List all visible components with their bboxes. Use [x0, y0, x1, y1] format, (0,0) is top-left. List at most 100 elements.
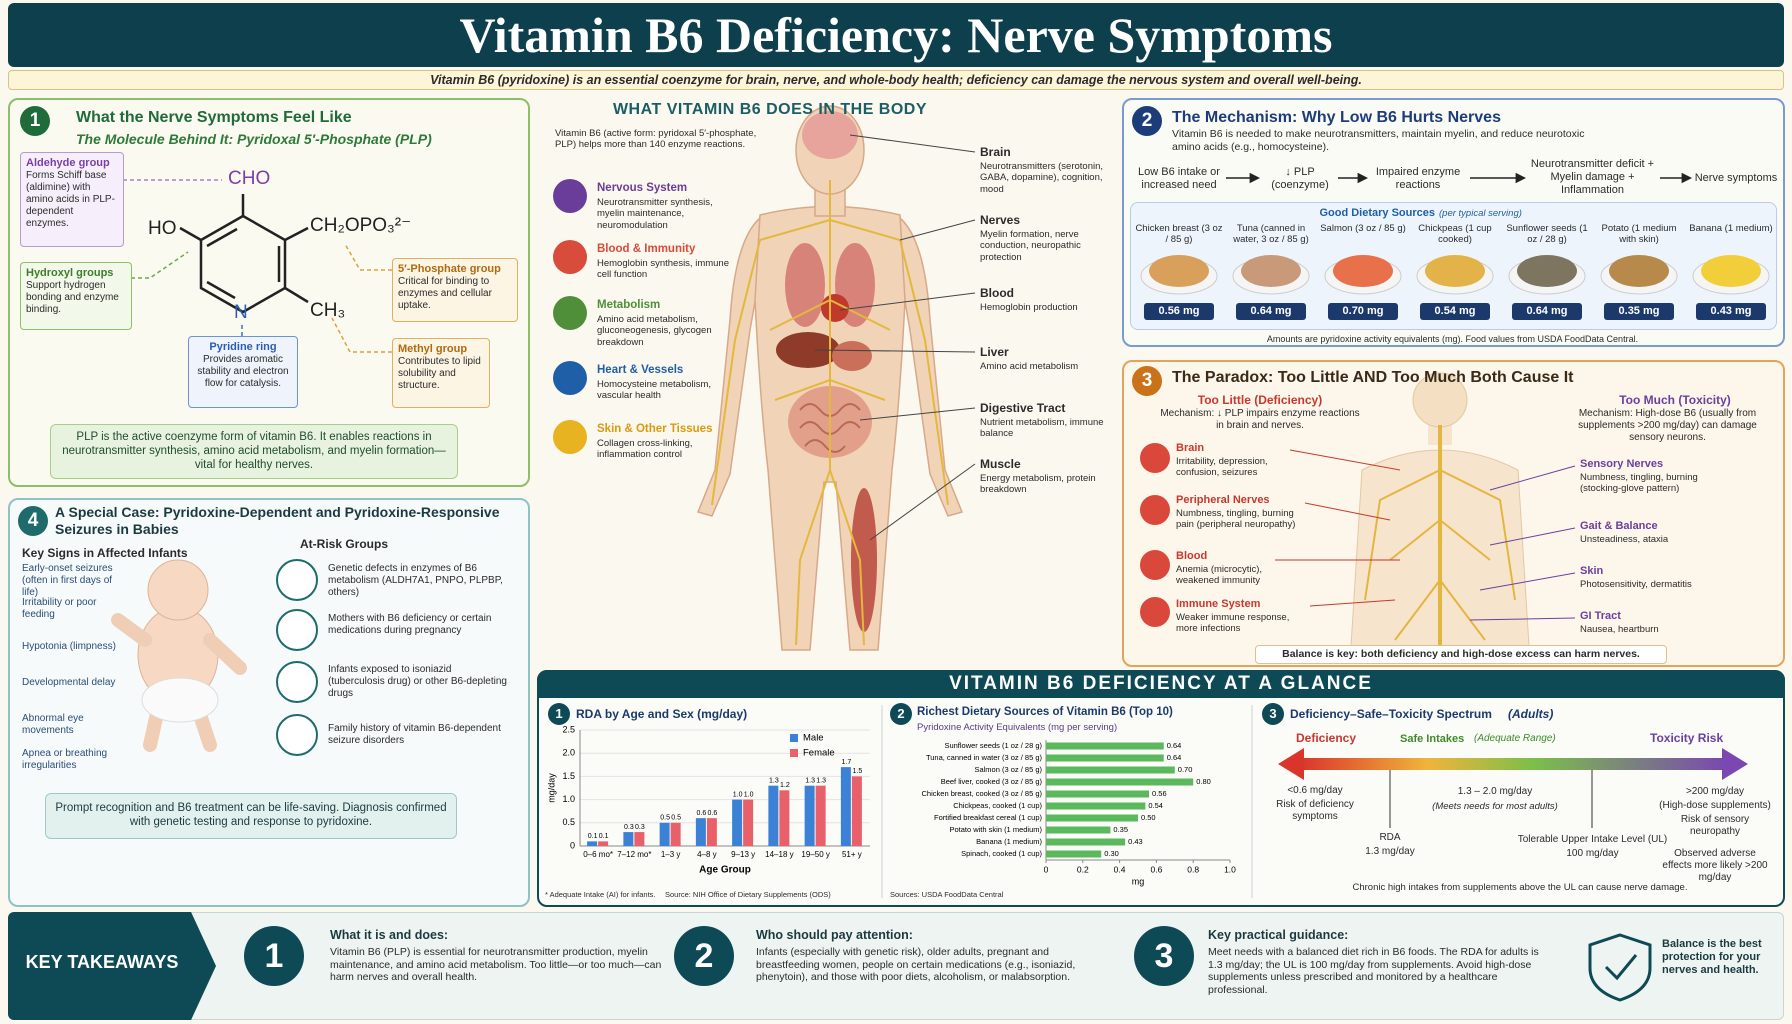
- section-number: 3: [1132, 366, 1162, 396]
- page-subtitle: Vitamin B6 (pyridoxine) is an essential …: [430, 73, 1362, 87]
- panel-dividers: [881, 705, 1253, 898]
- organ-text: Nutrient metabolism, immune balance: [980, 417, 1104, 440]
- footnote: * Adequate Intake (AI) for infants.: [545, 890, 656, 899]
- value-label: 0.54: [1148, 801, 1163, 810]
- flow-step: Low B6 intake or increased need: [1138, 166, 1220, 192]
- food-name: Salmon (3 oz / 85 g): [1320, 223, 1406, 234]
- food: [1517, 255, 1577, 287]
- takeaway-title: Who should pay attention:: [756, 928, 913, 942]
- y-tick-label: Tuna, canned in water (3 oz / 85 g): [926, 753, 1043, 762]
- takeaway-number: 1: [264, 937, 284, 975]
- symptom-text: Anemia (microcytic), weakened immunity: [1176, 564, 1263, 587]
- list-title: Key Signs in Affected Infants: [22, 546, 188, 560]
- risk: Family history of vitamin B6-dependent s…: [328, 723, 501, 746]
- food-name: Potato (1 medium with skin): [1601, 223, 1677, 246]
- spectrum-label: Deficiency: [1296, 731, 1357, 745]
- value-label: 1.7: [842, 759, 852, 766]
- bar: [598, 841, 609, 846]
- value-label: 0.5: [671, 815, 681, 822]
- bar: [706, 818, 717, 846]
- value-label: 0.35: [1113, 825, 1128, 834]
- food: [1425, 255, 1485, 287]
- organ-connectors: [814, 134, 976, 541]
- footer-note: Balance is key: both deficiency and high…: [1255, 645, 1667, 664]
- sign: Early-onset seizures (often in first day…: [22, 563, 113, 598]
- symptom-text: Photosensitivity, dermatitis: [1580, 579, 1692, 590]
- x-tick-label: 0.8: [1187, 864, 1199, 874]
- value-label: 0.64: [1167, 753, 1182, 762]
- value-label: 1.5: [853, 768, 863, 775]
- y-tick-label: 1.5: [562, 771, 575, 781]
- food-amount: 0.54 mg: [1420, 303, 1490, 321]
- food-illustrations: [1140, 255, 1770, 295]
- takeaway-text: Infants (especially with genetic risk), …: [756, 946, 1076, 984]
- callout-title: Aldehyde group: [26, 157, 110, 169]
- system-text: Amino acid metabolism, gluconeogenesis, …: [597, 314, 712, 348]
- value-label: 1.3: [769, 778, 779, 785]
- y-tick-label: Sunflower seeds (1 oz / 28 g): [944, 741, 1042, 750]
- system-text: Homocysteine metabolism, vascular health: [597, 379, 712, 402]
- system-text: Hemoglobin synthesis, immune cell functi…: [597, 258, 730, 281]
- y-tick-label: Chicken breast, cooked (3 oz / 85 g): [922, 789, 1043, 798]
- bar: [1046, 838, 1126, 846]
- x-tick-label: 1.0: [1224, 864, 1236, 874]
- takeaway-number: 2: [694, 937, 714, 975]
- molecule-label: CH₃: [310, 300, 346, 321]
- flow-step: Neurotransmitter deficit + Myelin damage…: [1530, 158, 1655, 197]
- food: [1333, 255, 1393, 287]
- spectrum-value: <0.6 mg/day: [1287, 785, 1343, 796]
- spectrum-note: (High-dose supplements): [1659, 800, 1771, 811]
- y-tick-label: Salmon (3 oz / 85 g): [974, 765, 1042, 774]
- flow-step: Impaired enzyme reactions: [1375, 166, 1461, 192]
- spectrum-value: 100 mg/day: [1566, 848, 1619, 859]
- note: PLP is the active coenzyme form of vitam…: [50, 424, 458, 480]
- food-amount: 0.64 mg: [1512, 303, 1582, 321]
- spectrum-arrow: [1278, 748, 1748, 828]
- value-label: 0.70: [1178, 765, 1193, 774]
- x-tick-label: 1–3 y: [661, 850, 681, 859]
- takeaway-title: What it is and does:: [330, 928, 449, 942]
- y-tick-label: Beef liver, cooked (3 oz / 85 g): [941, 777, 1043, 786]
- glance-header: [537, 670, 1785, 698]
- section-number: 2: [890, 703, 912, 725]
- rda-chart: 0 0.5 1.0 1.5 2.0 2.5 mg/day 0–6 mo* 0.1 0.1 7–12 …: [546, 724, 870, 876]
- symptom-name: Skin: [1580, 565, 1604, 577]
- bar: [670, 822, 681, 846]
- sign: Hypotonia (limpness): [22, 641, 116, 652]
- value-label: 1.2: [780, 782, 790, 789]
- chart-title: Richest Dietary Sources of Vitamin B6 (T…: [917, 706, 1173, 718]
- molecule-label: HO: [148, 218, 177, 239]
- bar: [1046, 802, 1146, 810]
- sign: Irritability or poor feeding: [22, 597, 97, 620]
- callout-box: Aldehyde group Forms Schiff base (aldimin…: [20, 152, 124, 247]
- value-label: 1.3: [805, 778, 815, 785]
- food-amount: 0.70 mg: [1328, 303, 1398, 321]
- system-name: Nervous System: [597, 182, 688, 194]
- spectrum-text: Observed adverse effects more likely >20…: [1662, 848, 1768, 883]
- callout-title: Pyridine ring: [209, 341, 277, 353]
- organ-name: Blood: [980, 286, 1014, 300]
- bar: [779, 790, 790, 846]
- system-name: Heart & Vessels: [597, 364, 684, 376]
- legend-swatch: [790, 734, 798, 742]
- takeaway-text: Vitamin B6 (PLP) is essential for neurot…: [330, 946, 662, 984]
- note: Prompt recognition and B6 treatment can …: [45, 793, 457, 839]
- symptom-text: Weaker immune response, more infections: [1176, 612, 1290, 635]
- x-tick-label: 9–13 y: [731, 850, 755, 859]
- system-name: Blood & Immunity: [597, 243, 696, 255]
- organ-name: Digestive Tract: [980, 401, 1066, 415]
- symptom-name: Blood: [1176, 550, 1208, 562]
- symptom-name: Sensory Nerves: [1580, 458, 1664, 470]
- callout-box: Methyl group Contributes to lipid solubil…: [392, 338, 490, 408]
- header-bar: [8, 3, 1784, 67]
- callout-connectors: [123, 179, 392, 353]
- system-name: Metabolism: [597, 299, 661, 311]
- bar: [1046, 790, 1150, 798]
- callout-box: Hydroxyl groups Support hydrogen bonding …: [20, 262, 132, 330]
- spectrum-label: Toxicity Risk: [1650, 731, 1724, 745]
- food-name: Chickpeas (1 cup cooked): [1418, 223, 1492, 246]
- x-tick-label: 19–50 y: [801, 850, 829, 859]
- bar: [587, 841, 598, 846]
- section-number: 3: [1262, 703, 1284, 725]
- symptom-name: Brain: [1176, 442, 1205, 454]
